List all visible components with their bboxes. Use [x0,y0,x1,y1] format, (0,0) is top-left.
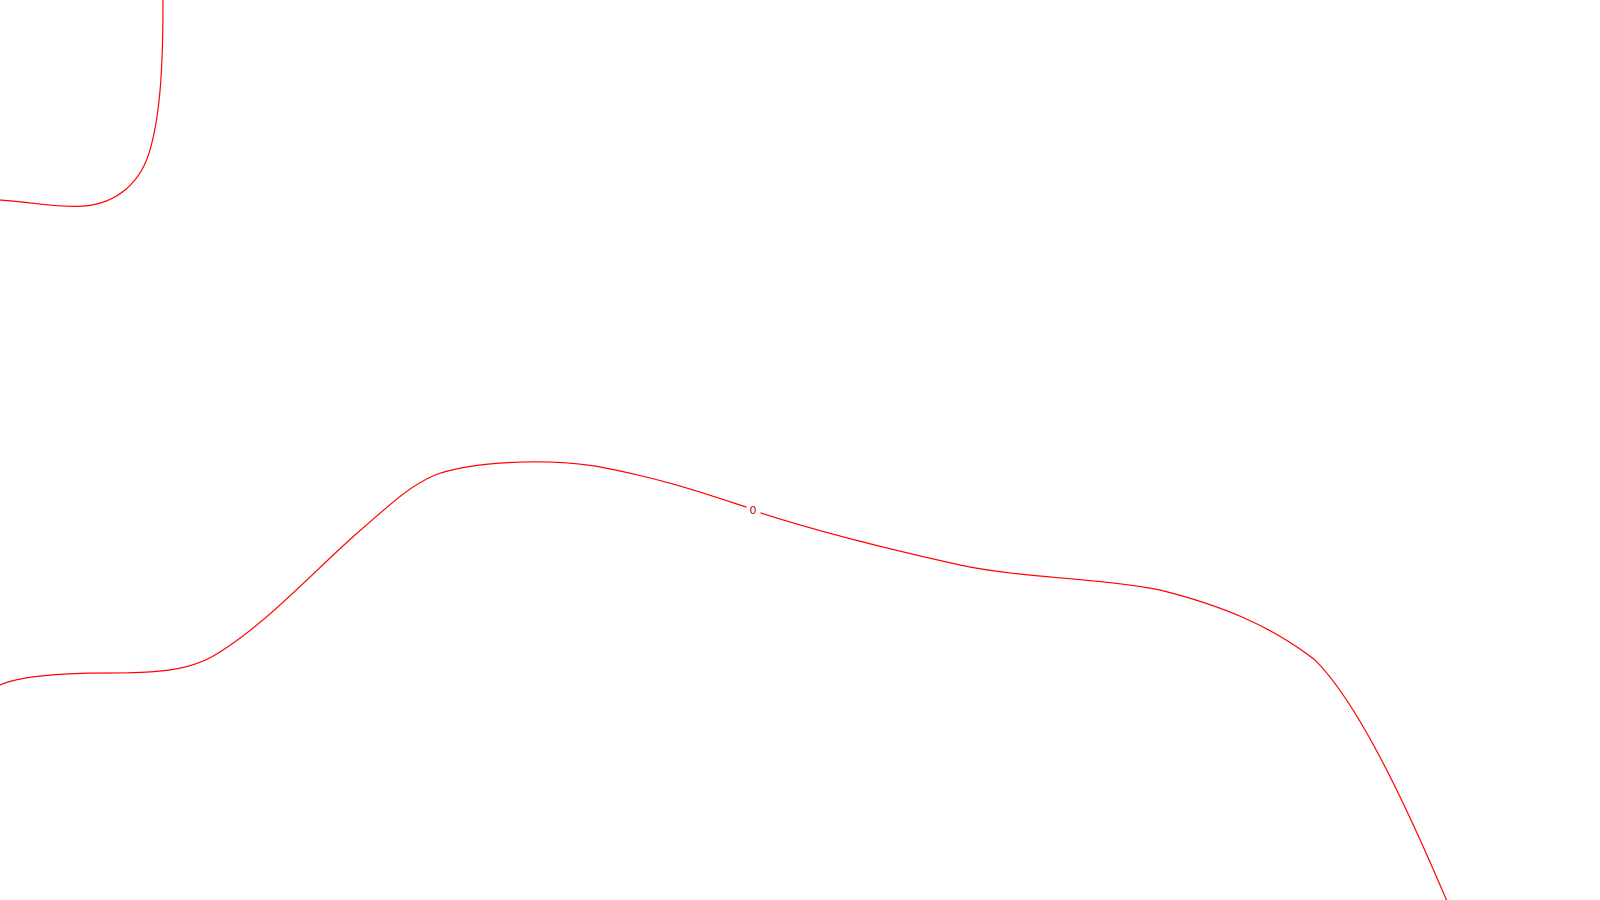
contour-line-main-left-part [0,461,747,686]
contour-value-label: 0 [750,504,757,517]
contour-line-upper-left [0,0,164,207]
contour-line-main-right-part [760,512,1448,900]
